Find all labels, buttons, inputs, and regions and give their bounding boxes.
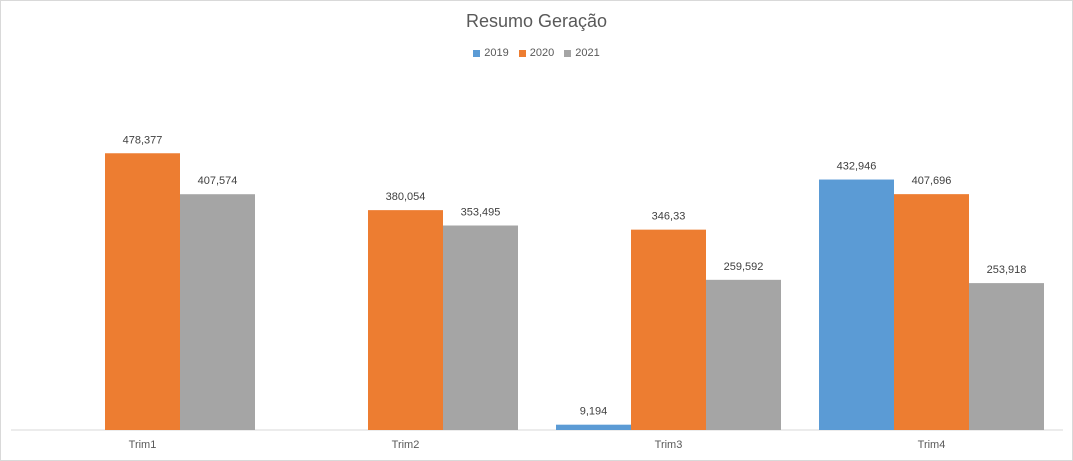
tick-label-trim2: Trim2 xyxy=(392,439,420,451)
data-label-2020-trim2: 380,054 xyxy=(386,191,426,203)
tick-label-trim3: Trim3 xyxy=(655,439,683,451)
bar-2019-trim3 xyxy=(556,424,631,430)
tick-label-trim4: Trim4 xyxy=(918,439,946,451)
data-label-2019-trim4: 432,946 xyxy=(837,161,877,173)
bar-2021-trim1 xyxy=(180,194,255,430)
legend-swatch-2020 xyxy=(518,49,526,57)
bar-2019-trim4 xyxy=(819,179,894,430)
legend-label-2021: 2021 xyxy=(575,47,600,59)
legend-item-2020: 2020 xyxy=(518,47,555,59)
data-label-2020-trim4: 407,696 xyxy=(912,175,952,187)
data-label-2020-trim3: 346,33 xyxy=(652,211,686,223)
data-label-2021-trim1: 407,574 xyxy=(198,175,238,187)
legend-swatch-2021 xyxy=(564,49,572,57)
tick-label-trim1: Trim1 xyxy=(129,439,157,451)
data-label-2021-trim2: 353,495 xyxy=(461,207,501,219)
chart-title: Resumo Geração xyxy=(465,11,608,31)
legend-label-2020: 2020 xyxy=(529,47,555,59)
data-label-2020-trim1: 478,377 xyxy=(123,134,163,146)
bar-2020-trim3 xyxy=(631,229,706,430)
data-label-2021-trim4: 253,918 xyxy=(987,264,1027,276)
legend-label-2019: 2019 xyxy=(484,47,509,59)
bar-2021-trim3 xyxy=(706,279,781,430)
legend-item-2019: 2019 xyxy=(473,47,509,59)
bar-2020-trim2 xyxy=(368,210,443,430)
bar-2021-trim4 xyxy=(969,283,1044,430)
legend-item-2021: 2021 xyxy=(564,47,600,59)
legend-swatch-2019 xyxy=(473,49,481,57)
data-label-2019-trim3: 9,194 xyxy=(580,406,608,418)
legend: 2019 2020 2021 xyxy=(0,47,1073,59)
bar-2020-trim1 xyxy=(105,153,180,430)
bar-2021-trim2 xyxy=(443,225,518,430)
bar-2020-trim4 xyxy=(894,194,969,430)
data-label-2021-trim3: 259,592 xyxy=(724,261,764,273)
